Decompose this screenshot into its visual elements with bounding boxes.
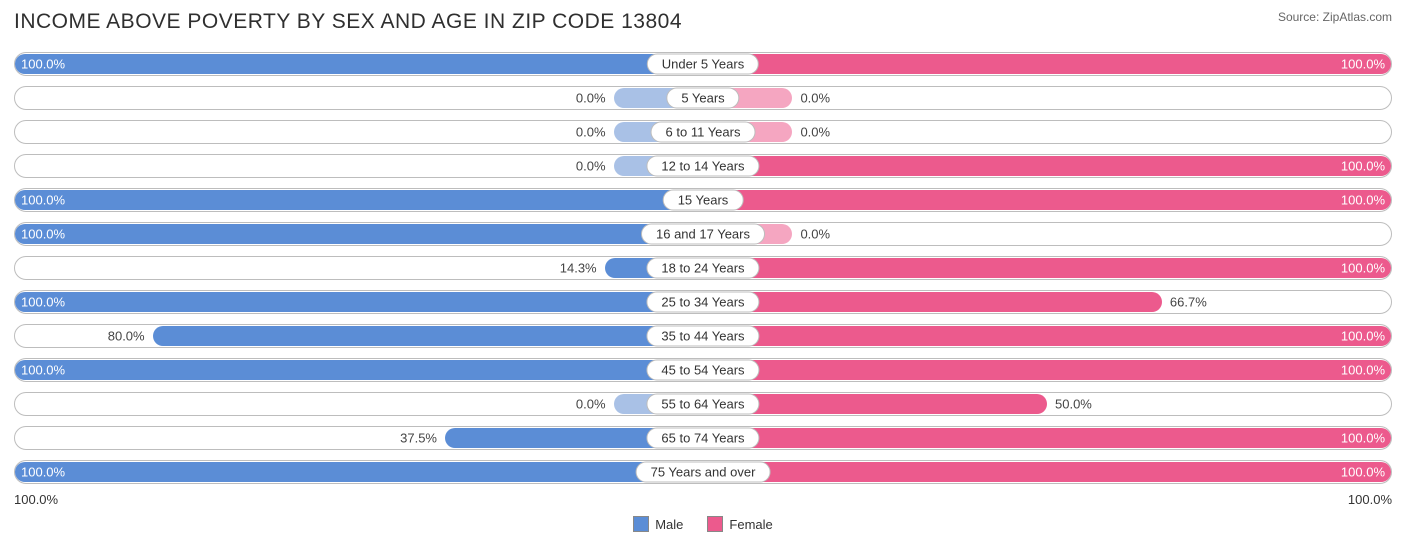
diverging-bar-chart: 100.0% 100.0% Under 5 Years 0.0% 0.0% 5 Years…	[14, 52, 1392, 484]
bar-female: 100.0%	[703, 258, 1391, 278]
source-attribution: Source: ZipAtlas.com	[1278, 10, 1392, 24]
legend-label-male: Male	[655, 517, 683, 532]
axis-label-right: 100.0%	[1348, 492, 1392, 507]
value-label-male: 100.0%	[21, 295, 65, 310]
legend-item-male: Male	[633, 516, 683, 532]
value-label-male: 100.0%	[21, 193, 65, 208]
chart-row: 100.0% 0.0% 16 and 17 Years	[14, 222, 1392, 246]
chart-row: 0.0% 0.0% 6 to 11 Years	[14, 120, 1392, 144]
x-axis: 100.0% 100.0%	[14, 492, 1392, 512]
chart-row: 0.0% 0.0% 5 Years	[14, 86, 1392, 110]
value-label-male: 80.0%	[108, 329, 149, 344]
value-label-male: 14.3%	[560, 261, 601, 276]
value-label-female: 100.0%	[1341, 57, 1385, 72]
chart-row: 100.0% 100.0% 75 Years and over	[14, 460, 1392, 484]
value-label-female: 0.0%	[796, 91, 830, 106]
value-label-male: 100.0%	[21, 363, 65, 378]
bar-female: 100.0%	[703, 190, 1391, 210]
value-label-male: 37.5%	[400, 431, 441, 446]
legend-label-female: Female	[729, 517, 772, 532]
chart-row: 100.0% 100.0% Under 5 Years	[14, 52, 1392, 76]
value-label-female: 50.0%	[1051, 397, 1092, 412]
bar-male: 100.0%	[15, 462, 703, 482]
bar-female: 100.0%	[703, 54, 1391, 74]
legend-item-female: Female	[707, 516, 772, 532]
value-label-female: 100.0%	[1341, 261, 1385, 276]
chart-row: 100.0% 100.0% 15 Years	[14, 188, 1392, 212]
chart-row: 0.0% 50.0% 55 to 64 Years	[14, 392, 1392, 416]
value-label-female: 100.0%	[1341, 465, 1385, 480]
value-label-female: 100.0%	[1341, 193, 1385, 208]
bar-male: 100.0%	[15, 190, 703, 210]
bar-male: 100.0%	[15, 224, 703, 244]
bar-female: 100.0%	[703, 326, 1391, 346]
chart-row: 37.5% 100.0% 65 to 74 Years	[14, 426, 1392, 450]
bar-female: 100.0%	[703, 360, 1391, 380]
bar-male	[153, 326, 703, 346]
chart-row: 14.3% 100.0% 18 to 24 Years	[14, 256, 1392, 280]
value-label-male: 100.0%	[21, 465, 65, 480]
axis-label-left: 100.0%	[14, 492, 58, 507]
category-label: 35 to 44 Years	[646, 326, 759, 347]
value-label-female: 66.7%	[1166, 295, 1207, 310]
value-label-male: 100.0%	[21, 57, 65, 72]
bar-female: 100.0%	[703, 462, 1391, 482]
bar-female: 100.0%	[703, 156, 1391, 176]
value-label-male: 0.0%	[576, 91, 610, 106]
category-label: 12 to 14 Years	[646, 156, 759, 177]
category-label: 6 to 11 Years	[651, 122, 756, 143]
value-label-female: 0.0%	[796, 227, 830, 242]
legend-swatch-female	[707, 516, 723, 532]
category-label: 25 to 34 Years	[646, 292, 759, 313]
value-label-male: 0.0%	[576, 397, 610, 412]
bar-male: 100.0%	[15, 360, 703, 380]
chart-row: 100.0% 66.7% 25 to 34 Years	[14, 290, 1392, 314]
category-label: 45 to 54 Years	[646, 360, 759, 381]
value-label-male: 100.0%	[21, 227, 65, 242]
chart-row: 0.0% 100.0% 12 to 14 Years	[14, 154, 1392, 178]
value-label-male: 0.0%	[576, 125, 610, 140]
chart-row: 100.0% 100.0% 45 to 54 Years	[14, 358, 1392, 382]
value-label-female: 0.0%	[796, 125, 830, 140]
category-label: 55 to 64 Years	[646, 394, 759, 415]
bar-male: 100.0%	[15, 292, 703, 312]
value-label-female: 100.0%	[1341, 431, 1385, 446]
value-label-male: 0.0%	[576, 159, 610, 174]
category-label: Under 5 Years	[647, 54, 759, 75]
category-label: 5 Years	[666, 88, 739, 109]
legend: Male Female	[14, 516, 1392, 532]
value-label-female: 100.0%	[1341, 159, 1385, 174]
bar-female: 100.0%	[703, 428, 1391, 448]
category-label: 16 and 17 Years	[641, 224, 765, 245]
category-label: 18 to 24 Years	[646, 258, 759, 279]
category-label: 15 Years	[663, 190, 744, 211]
value-label-female: 100.0%	[1341, 329, 1385, 344]
legend-swatch-male	[633, 516, 649, 532]
bar-female	[703, 292, 1162, 312]
chart-title: INCOME ABOVE POVERTY BY SEX AND AGE IN Z…	[14, 10, 682, 34]
category-label: 65 to 74 Years	[646, 428, 759, 449]
header: INCOME ABOVE POVERTY BY SEX AND AGE IN Z…	[14, 10, 1392, 34]
bar-male: 100.0%	[15, 54, 703, 74]
value-label-female: 100.0%	[1341, 363, 1385, 378]
category-label: 75 Years and over	[636, 462, 771, 483]
chart-row: 80.0% 100.0% 35 to 44 Years	[14, 324, 1392, 348]
